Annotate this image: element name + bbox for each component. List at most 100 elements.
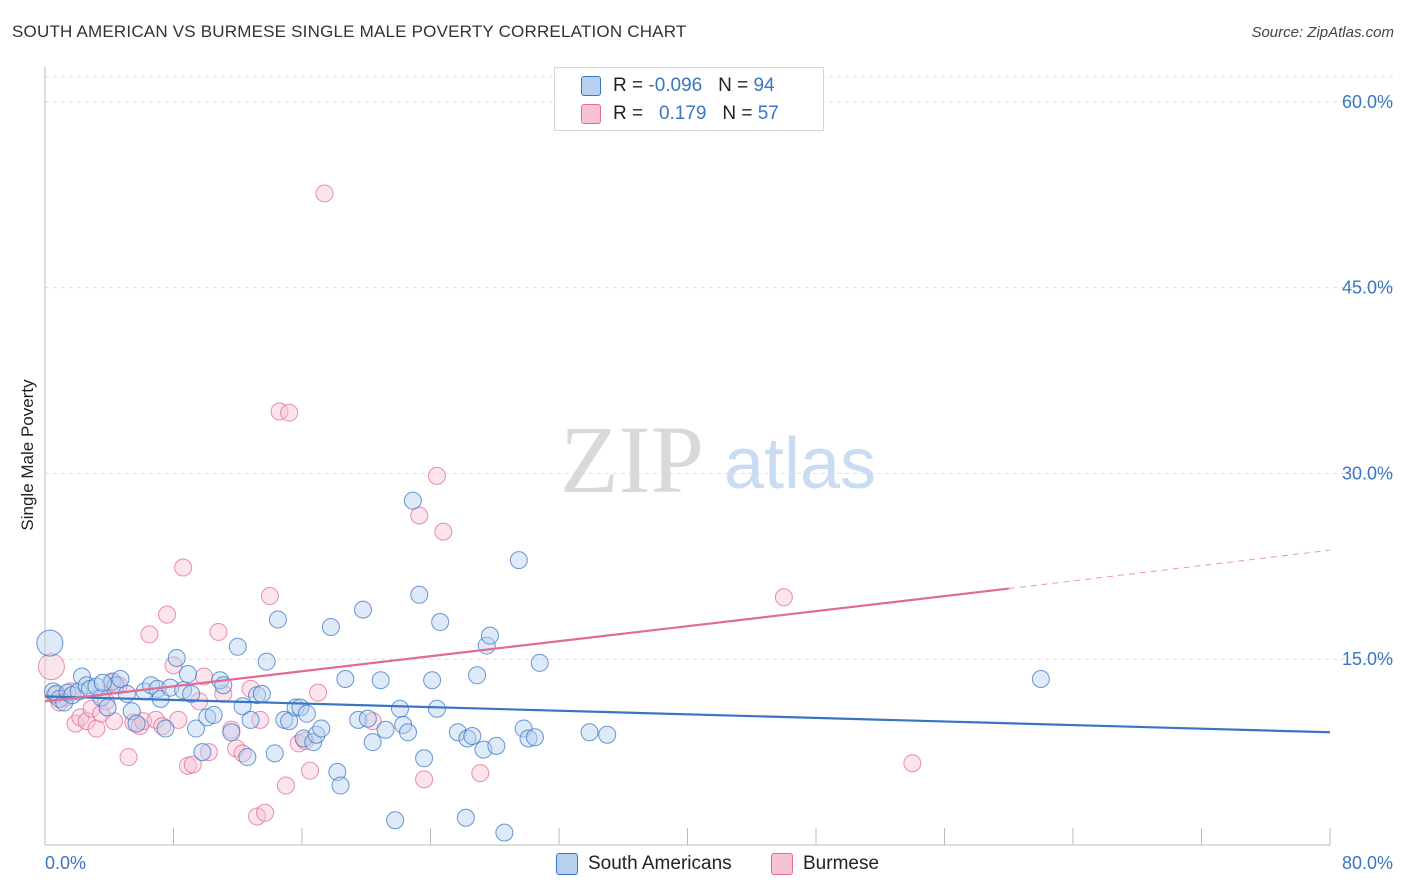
- data-point: [415, 749, 434, 768]
- data-point: [456, 808, 475, 827]
- data-point: [468, 666, 487, 685]
- data-point: [525, 728, 544, 747]
- data-point: [423, 671, 442, 690]
- y-tick-label: 45.0%: [1342, 278, 1393, 298]
- data-point: [358, 709, 377, 728]
- data-point: [301, 761, 320, 780]
- data-point: [349, 710, 368, 729]
- data-point: [336, 670, 355, 689]
- x-tick-label: 80.0%: [1342, 853, 1393, 873]
- n-label: N =: [722, 103, 758, 124]
- data-point: [265, 744, 284, 763]
- data-point: [233, 744, 252, 763]
- data-point: [87, 719, 106, 738]
- data-point: [487, 736, 506, 755]
- data-point: [458, 729, 477, 748]
- axes: [44, 67, 1331, 846]
- trend-lines: [44, 549, 1331, 734]
- data-point: [238, 748, 257, 767]
- data-point: [363, 712, 382, 731]
- data-point: [480, 626, 499, 645]
- r-label: R =: [613, 103, 649, 124]
- data-point: [410, 585, 429, 604]
- data-point: [903, 754, 922, 773]
- data-point: [321, 617, 340, 636]
- n-value: 57: [757, 103, 779, 124]
- x-tick-label: 0.0%: [45, 853, 86, 873]
- data-point: [431, 613, 450, 632]
- trend-extension: [1008, 549, 1331, 590]
- south-american-points: [36, 491, 1050, 842]
- watermark: ZIP atlas: [560, 406, 876, 513]
- data-point: [183, 755, 202, 774]
- data-point: [241, 710, 260, 729]
- data-point: [167, 648, 186, 667]
- trend-line: [44, 695, 1331, 734]
- data-point: [403, 491, 422, 510]
- data-point: [448, 723, 467, 742]
- data-point: [386, 811, 405, 830]
- data-point: [390, 699, 409, 718]
- pink-swatch: [771, 853, 793, 875]
- data-point: [434, 522, 453, 541]
- data-point: [169, 710, 188, 729]
- data-point: [580, 723, 599, 742]
- watermark-zip: ZIP: [560, 406, 704, 513]
- trend-line: [44, 587, 1009, 703]
- grid-lines: [45, 76, 1395, 660]
- data-point: [119, 748, 138, 767]
- data-point: [178, 665, 197, 684]
- data-point: [276, 776, 295, 795]
- data-point: [415, 770, 434, 789]
- data-point: [204, 705, 223, 724]
- data-point: [140, 625, 159, 644]
- blue-swatch: [556, 853, 578, 875]
- n-value: 94: [753, 75, 775, 96]
- data-point: [1031, 670, 1050, 689]
- data-point: [251, 710, 270, 729]
- data-point: [127, 714, 146, 733]
- y-tick-label: 60.0%: [1342, 92, 1393, 112]
- y-tick-label: 30.0%: [1342, 463, 1393, 483]
- data-point: [331, 776, 350, 795]
- r-value: -0.096: [648, 75, 703, 96]
- data-point: [37, 653, 65, 681]
- data-point: [280, 403, 299, 422]
- r-label: R =: [613, 75, 649, 96]
- data-point: [186, 719, 205, 738]
- data-point: [598, 725, 617, 744]
- data-point: [153, 717, 172, 736]
- data-point: [495, 823, 514, 842]
- data-point: [371, 671, 390, 690]
- data-point: [268, 610, 287, 629]
- data-point: [410, 506, 429, 525]
- data-point: [156, 719, 175, 738]
- data-point: [774, 588, 793, 607]
- data-point: [530, 653, 549, 672]
- data-point: [199, 743, 218, 762]
- data-point: [209, 622, 228, 641]
- data-point: [228, 637, 247, 656]
- blue-swatch: [581, 76, 601, 96]
- data-point: [193, 743, 212, 762]
- data-point: [182, 684, 201, 703]
- data-point: [312, 719, 331, 738]
- data-point: [427, 699, 446, 718]
- y-tick-label: 15.0%: [1342, 649, 1393, 669]
- source-label: Source: ZipAtlas.com: [1251, 24, 1394, 41]
- data-point: [260, 587, 279, 606]
- chart-title: SOUTH AMERICAN VS BURMESE SINGLE MALE PO…: [12, 22, 687, 41]
- data-point: [427, 466, 446, 485]
- data-point: [158, 605, 177, 624]
- data-point: [270, 402, 289, 421]
- data-point: [257, 652, 276, 671]
- correlation-legend: R = -0.096 N = 94 R = 0.179 N = 57: [554, 67, 824, 131]
- data-point: [315, 184, 334, 203]
- data-point: [471, 764, 490, 783]
- data-point: [399, 723, 418, 742]
- data-point: [93, 673, 112, 692]
- n-label: N =: [718, 75, 754, 96]
- legend-item-burmese: Burmese: [771, 852, 879, 876]
- data-point: [174, 558, 193, 577]
- legend-label: Burmese: [803, 853, 880, 874]
